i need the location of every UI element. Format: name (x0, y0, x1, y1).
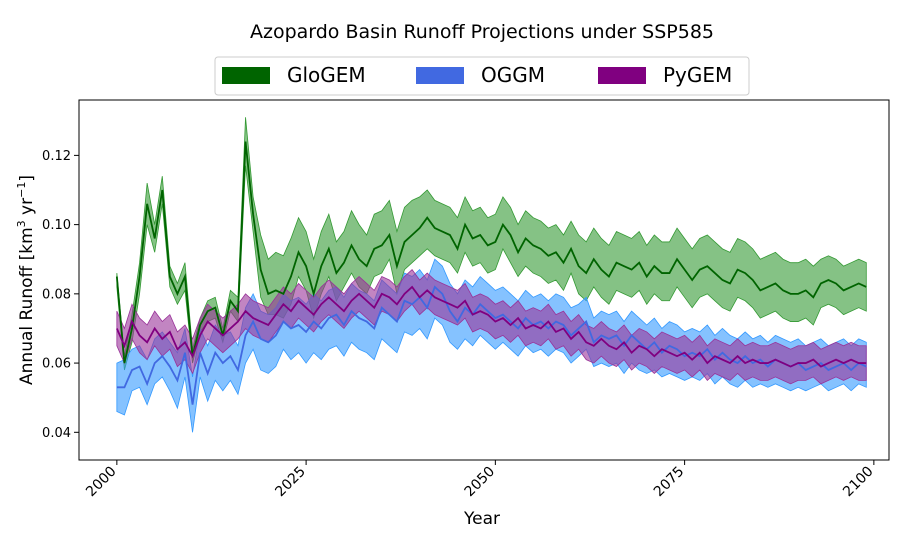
oggm-legend-label: OGGM (481, 63, 545, 87)
y-tick-label: 0.08 (42, 287, 71, 302)
x-tick-label: 2050 (462, 464, 499, 501)
glogem-legend-swatch (222, 67, 270, 84)
y-label-mid: yr (17, 198, 37, 220)
y-tick-label: 0.04 (42, 426, 71, 441)
plot-frame (78, 99, 890, 461)
pygem-legend-swatch (598, 67, 646, 84)
pygem-legend-label: PyGEM (663, 63, 732, 87)
chart-title: Azopardo Basin Runoff Projections under … (250, 21, 714, 43)
y-tick-label: 0.06 (42, 357, 71, 372)
legend: GloGEM OGGM PyGEM (214, 56, 750, 96)
y-label-sup-3: 3 (15, 220, 28, 227)
oggm-legend-swatch (416, 67, 464, 84)
mean-lines (115, 141, 867, 405)
x-tick-label: 2025 (272, 464, 309, 501)
glogem-line (115, 141, 867, 364)
y-tick-label: 0.10 (42, 218, 71, 233)
y-tick-label: 0.12 (42, 149, 71, 164)
y-label-sup-neg1: −1 (15, 182, 28, 198)
x-tick-label: 2075 (651, 464, 688, 501)
y-label-end: ] (17, 175, 37, 182)
y-label-main: Annual Runoff [km (17, 227, 37, 385)
legend-box (214, 56, 750, 96)
x-tick-label: 2000 (83, 464, 120, 501)
y-axis-label: Annual Runoff [km3 yr−1] (15, 175, 37, 385)
uncertainty-bands (116, 117, 867, 433)
x-tick-label: 2100 (840, 464, 877, 501)
x-axis-label: Year (463, 509, 500, 529)
pygem-line (116, 285, 867, 368)
y-axis: 0.04 0.06 0.08 0.10 0.12 (42, 149, 79, 441)
glogem-legend-label: GloGEM (287, 63, 366, 87)
x-axis: 2000 2025 2050 2075 2100 (83, 460, 877, 500)
